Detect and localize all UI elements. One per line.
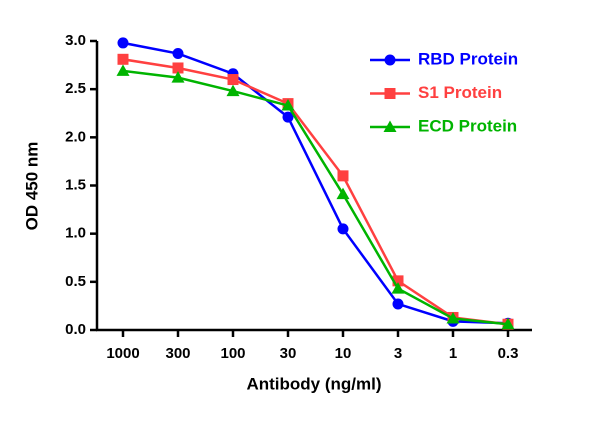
- data-point: [391, 282, 405, 294]
- data-point: [337, 170, 349, 182]
- x-tick-label: 1: [449, 345, 457, 362]
- y-tick-label: 1.0: [65, 225, 86, 242]
- x-tick-label: 3: [394, 345, 402, 362]
- series-line: [122, 69, 509, 326]
- data-point: [392, 275, 404, 287]
- x-tick-label: 300: [165, 345, 190, 362]
- data-point: [336, 187, 350, 200]
- x-tick-label: 100: [220, 345, 245, 362]
- y-tick-label: 1.5: [65, 176, 86, 193]
- series-line: [122, 41, 509, 325]
- y-tick-label: 3.0: [65, 32, 86, 49]
- legend-marker: [384, 88, 396, 99]
- data-point: [172, 62, 184, 74]
- x-tick-label: 30: [280, 345, 297, 362]
- data-point: [227, 74, 239, 86]
- legend-marker: [384, 54, 396, 66]
- data-point: [446, 311, 460, 324]
- data-point: [392, 298, 404, 310]
- series-line: [122, 58, 509, 326]
- data-point: [281, 99, 295, 111]
- legend-marker: [383, 120, 397, 132]
- x-axis-title: Antibody (ng/ml): [246, 374, 381, 393]
- data-point: [171, 71, 185, 83]
- data-point: [337, 223, 349, 235]
- y-tick-label: 0.5: [65, 273, 86, 290]
- x-tick-label: 10: [335, 345, 352, 362]
- data-point: [282, 111, 294, 123]
- x-tick-label: 0.3: [498, 345, 519, 362]
- data-point: [117, 53, 129, 65]
- y-tick-label: 2.0: [65, 128, 86, 145]
- data-point: [172, 48, 184, 60]
- legend-label: RBD Protein: [418, 49, 518, 68]
- legend-label: S1 Protein: [418, 83, 502, 102]
- legend-label: ECD Protein: [418, 116, 517, 135]
- data-point: [116, 64, 130, 76]
- y-tick-label: 2.5: [65, 80, 86, 97]
- data-point: [226, 84, 240, 97]
- data-point: [117, 37, 129, 49]
- data-point: [501, 317, 515, 330]
- y-tick-label: 0.0: [65, 321, 86, 338]
- x-tick-label: 1000: [106, 345, 139, 362]
- y-axis-title: OD 450 nm: [22, 142, 41, 231]
